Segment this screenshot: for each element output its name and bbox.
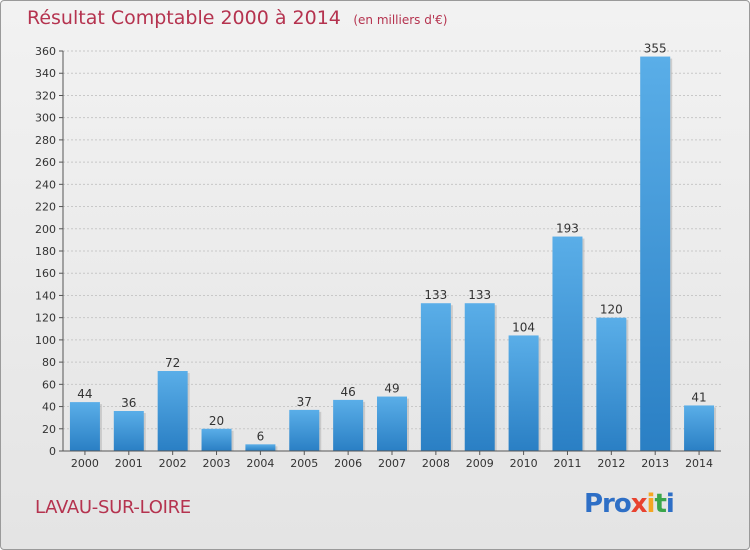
bar-value-label: 355 <box>644 42 667 56</box>
y-tick-label: 360 <box>35 45 56 58</box>
bar-value-label: 44 <box>77 387 92 401</box>
y-tick-label: 100 <box>35 334 56 347</box>
y-tick-label: 140 <box>35 289 56 302</box>
bar-value-label: 37 <box>297 395 312 409</box>
bar <box>596 317 627 451</box>
y-tick-label: 60 <box>42 378 56 391</box>
bar-value-label: 104 <box>512 320 535 334</box>
bar <box>157 371 188 451</box>
bar <box>113 411 144 451</box>
bar <box>201 428 232 451</box>
y-tick-label: 120 <box>35 312 56 325</box>
bar-value-label: 36 <box>121 396 136 410</box>
y-tick-label: 40 <box>42 401 56 414</box>
y-tick-label: 20 <box>42 423 56 436</box>
bar-value-label: 20 <box>209 414 224 428</box>
x-tick-label: 2011 <box>553 457 581 470</box>
bar-value-label: 133 <box>424 288 447 302</box>
chart-title: Résultat Comptable 2000 à 2014 (en milli… <box>27 7 447 29</box>
y-tick-label: 300 <box>35 112 56 125</box>
x-tick-label: 2000 <box>71 457 99 470</box>
x-tick-label: 2013 <box>641 457 669 470</box>
x-tick-label: 2003 <box>203 457 231 470</box>
y-tick-label: 0 <box>49 445 56 458</box>
bar <box>508 335 539 451</box>
bar <box>464 303 495 451</box>
x-tick-label: 2006 <box>334 457 362 470</box>
unit-text: (en milliers d'€) <box>353 13 448 27</box>
bar <box>333 399 364 451</box>
x-tick-label: 2008 <box>422 457 450 470</box>
y-tick-label: 180 <box>35 245 56 258</box>
x-tick-label: 2009 <box>466 457 494 470</box>
bar-value-label: 46 <box>340 385 355 399</box>
bar <box>245 444 276 451</box>
title-text: Résultat Comptable 2000 à 2014 <box>27 7 341 29</box>
x-tick-label: 2007 <box>378 457 406 470</box>
y-tick-label: 240 <box>35 178 56 191</box>
x-tick-label: 2012 <box>597 457 625 470</box>
bar-value-label: 193 <box>556 222 579 236</box>
y-tick-label: 260 <box>35 156 56 169</box>
x-tick-label: 2005 <box>290 457 318 470</box>
y-tick-label: 200 <box>35 223 56 236</box>
bar-value-label: 41 <box>691 390 706 404</box>
bar <box>289 409 320 451</box>
bar-value-label: 72 <box>165 356 180 370</box>
commune-name: LAVAU-SUR-LOIRE <box>35 497 191 518</box>
y-tick-label: 80 <box>42 356 56 369</box>
bar <box>640 56 671 452</box>
bar-value-label: 120 <box>600 303 623 317</box>
y-tick-label: 340 <box>35 67 56 80</box>
bar <box>420 303 451 451</box>
x-tick-label: 2014 <box>685 457 713 470</box>
proxiti-logo: Proxiti <box>584 489 675 519</box>
bar <box>69 402 100 451</box>
bar <box>552 236 583 451</box>
y-tick-label: 320 <box>35 89 56 102</box>
bar-value-label: 6 <box>257 429 265 443</box>
bar <box>377 396 407 451</box>
x-tick-label: 2001 <box>115 457 143 470</box>
bar-value-label: 49 <box>384 382 399 396</box>
x-tick-label: 2010 <box>510 457 538 470</box>
y-tick-label: 220 <box>35 201 56 214</box>
x-tick-label: 2004 <box>246 457 274 470</box>
y-tick-label: 280 <box>35 134 56 147</box>
x-tick-label: 2002 <box>159 457 187 470</box>
bar-value-label: 133 <box>468 288 491 302</box>
y-tick-label: 160 <box>35 267 56 280</box>
bar <box>684 405 715 451</box>
